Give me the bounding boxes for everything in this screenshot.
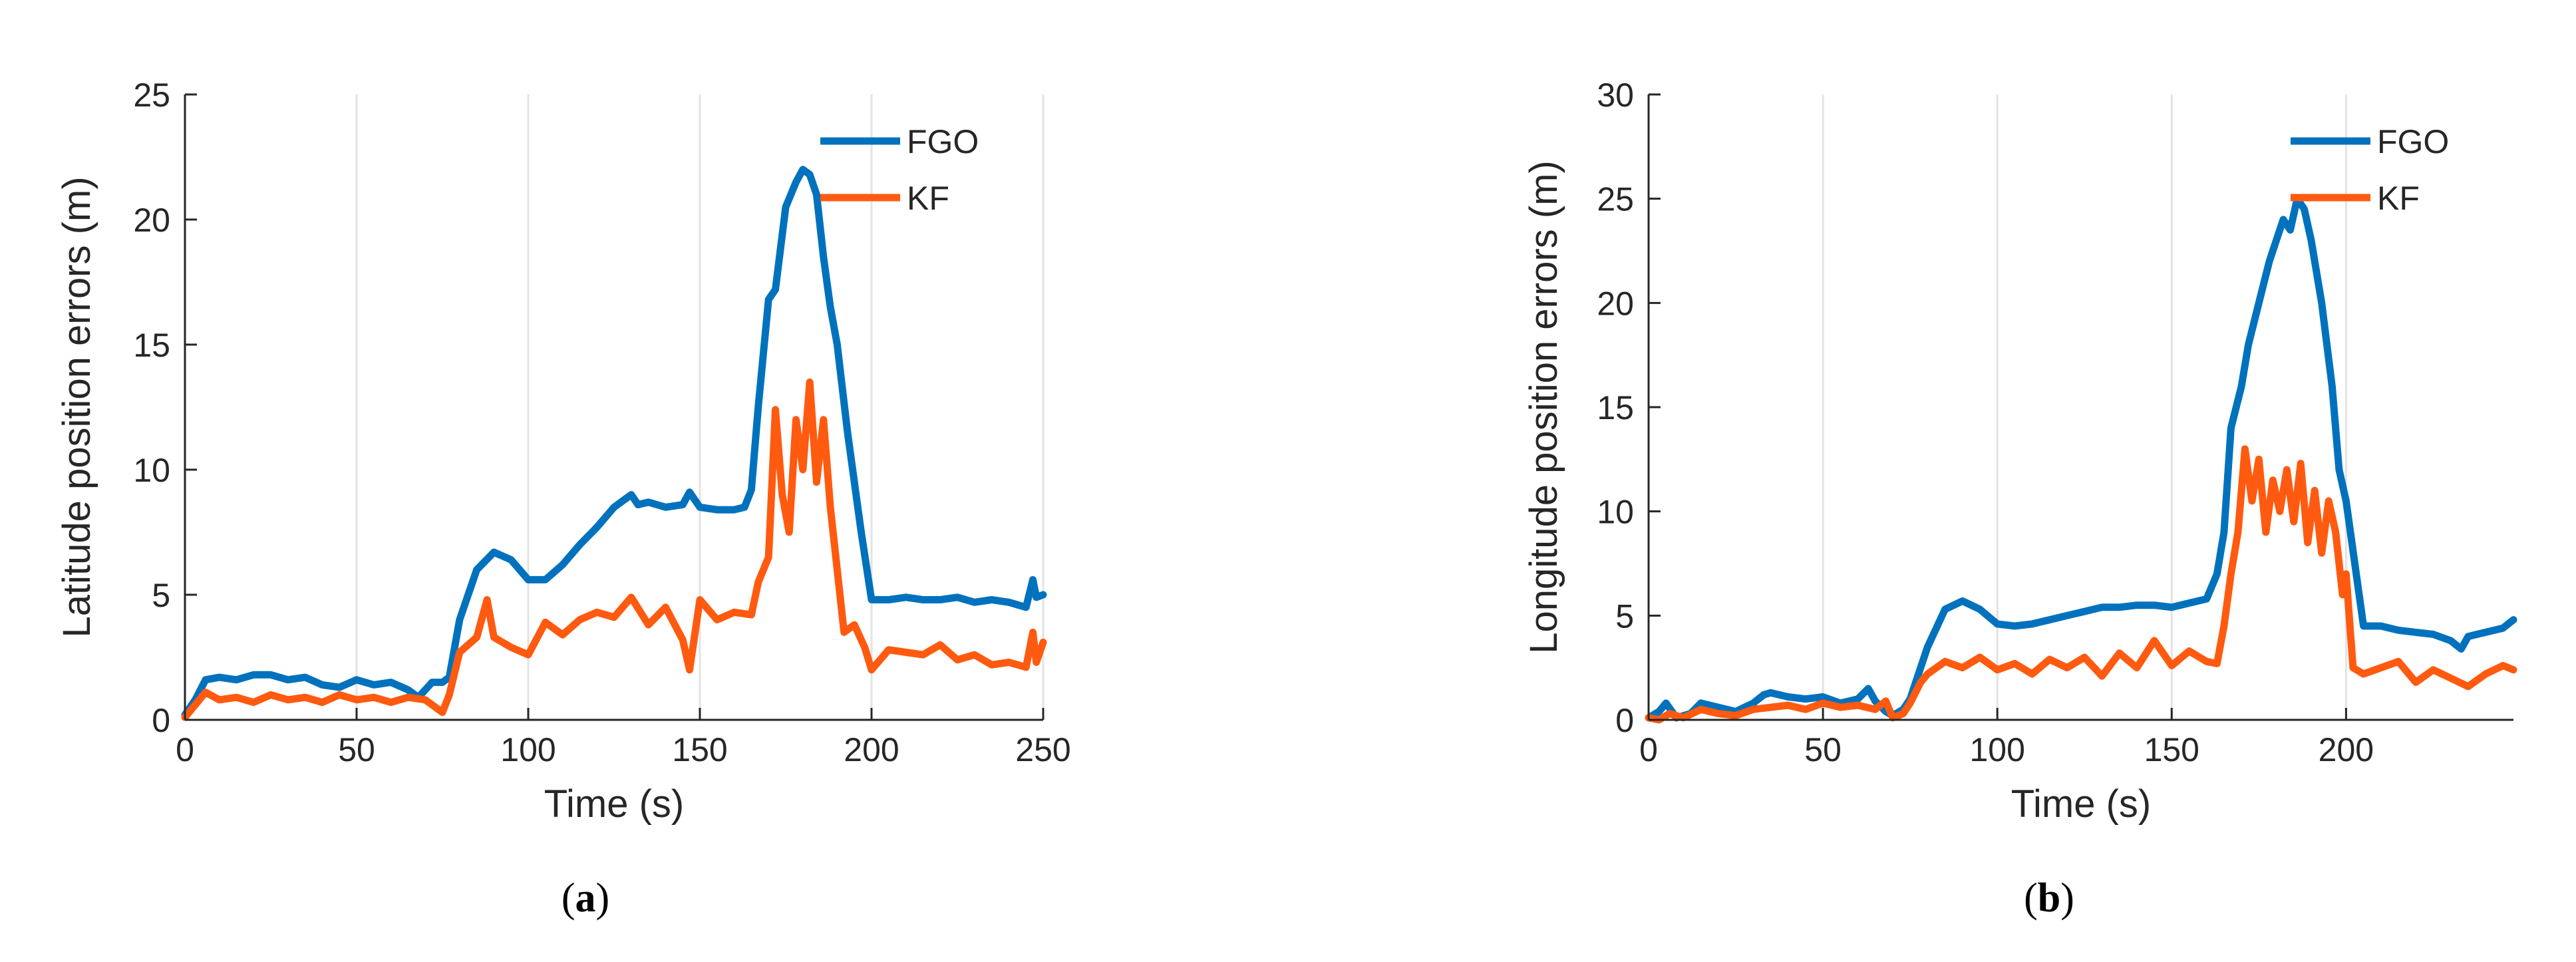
y-tick-label: 5 bbox=[1615, 597, 1634, 635]
x-tick-label: 100 bbox=[500, 731, 556, 768]
caption-letter: a bbox=[575, 876, 596, 921]
y-tick-label: 15 bbox=[1597, 389, 1634, 426]
x-axis-title: Time (s) bbox=[2011, 782, 2151, 826]
x-tick-label: 200 bbox=[844, 731, 899, 768]
x-tick-label: 150 bbox=[672, 731, 727, 768]
legend-label-fgo: FGO bbox=[2377, 123, 2449, 160]
chart-panel-b: 0 50 100 150 200 0 5 10 15 20 25 30 Time (s) Longitud… bbox=[1522, 77, 2517, 921]
y-tick-label: 0 bbox=[1615, 702, 1634, 739]
x-axis-title: Time (s) bbox=[544, 782, 684, 826]
legend-label-kf: KF bbox=[907, 180, 949, 217]
x-tick-label: 50 bbox=[338, 731, 375, 768]
series-line-fgo bbox=[1645, 195, 2517, 722]
x-tick-label: 0 bbox=[176, 731, 194, 768]
chart-panel-a: 0 50 100 150 200 250 0 5 10 15 20 25 Time (s) Latitud… bbox=[55, 77, 1071, 921]
series-line-fgo bbox=[181, 166, 1047, 719]
y-tick-label: 10 bbox=[1597, 494, 1634, 531]
x-tick-label: 250 bbox=[1015, 731, 1070, 768]
legend: FGO KF bbox=[820, 123, 979, 217]
y-tick-label: 25 bbox=[133, 77, 170, 114]
y-axis-title: Latitude position errors (m) bbox=[55, 176, 98, 637]
legend: FGO KF bbox=[2291, 123, 2449, 217]
panel-caption: (b) bbox=[2024, 876, 2074, 921]
x-tick-label: 50 bbox=[1804, 731, 1842, 768]
y-tick-label: 30 bbox=[1597, 77, 1634, 114]
legend-label-kf: KF bbox=[2377, 180, 2420, 217]
y-tick-label: 10 bbox=[133, 452, 170, 489]
caption-close: ) bbox=[2060, 876, 2074, 921]
x-tick-label: 200 bbox=[2319, 731, 2374, 768]
caption-letter: b bbox=[2038, 876, 2060, 921]
x-tick-label: 150 bbox=[2144, 731, 2199, 768]
y-tick-label: 20 bbox=[133, 202, 170, 239]
panel-caption: (a) bbox=[562, 876, 609, 921]
y-axis-title: Longitude position errors (m) bbox=[1522, 160, 1565, 653]
y-tick-label: 25 bbox=[1597, 181, 1634, 218]
caption-close: ) bbox=[596, 876, 610, 921]
caption-open: ( bbox=[2024, 876, 2038, 921]
legend-label-fgo: FGO bbox=[907, 123, 979, 160]
series-line-kf bbox=[181, 378, 1047, 721]
series-line-kf bbox=[1645, 445, 2517, 724]
y-tick-label: 5 bbox=[152, 577, 170, 614]
y-tick-label: 15 bbox=[133, 327, 170, 364]
caption-open: ( bbox=[562, 876, 575, 921]
y-tick-label: 0 bbox=[152, 702, 170, 739]
x-tick-label: 100 bbox=[1969, 731, 2024, 768]
x-tick-label: 0 bbox=[1639, 731, 1658, 768]
y-tick-label: 20 bbox=[1597, 285, 1634, 322]
